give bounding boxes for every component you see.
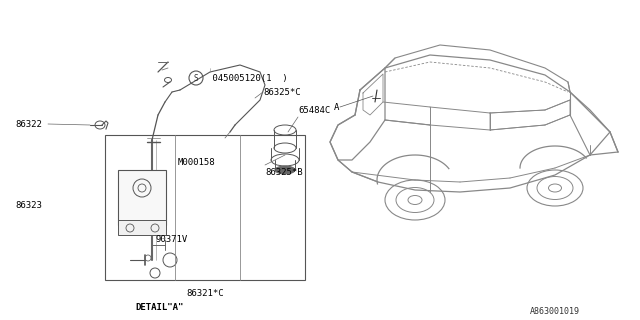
Bar	[105, 135, 305, 280]
Text: 86322: 86322	[15, 119, 42, 129]
Text: A863001019: A863001019	[530, 308, 580, 316]
Text: A: A	[334, 102, 339, 111]
Text: 86323: 86323	[15, 201, 42, 210]
Text: DETAIL"A": DETAIL"A"	[136, 302, 184, 311]
Text: M000158: M000158	[178, 157, 216, 166]
Bar	[118, 170, 166, 225]
Text: 86321*C: 86321*C	[186, 289, 224, 298]
Text: S: S	[194, 74, 198, 83]
Text: 045005120(1  ): 045005120(1 )	[207, 74, 287, 83]
Ellipse shape	[275, 166, 295, 174]
Text: 65484C: 65484C	[298, 106, 330, 115]
Text: 90371V: 90371V	[155, 236, 188, 244]
Text: 86325*C: 86325*C	[263, 87, 301, 97]
Bar	[118, 220, 166, 235]
Text: 86325*B: 86325*B	[265, 167, 303, 177]
